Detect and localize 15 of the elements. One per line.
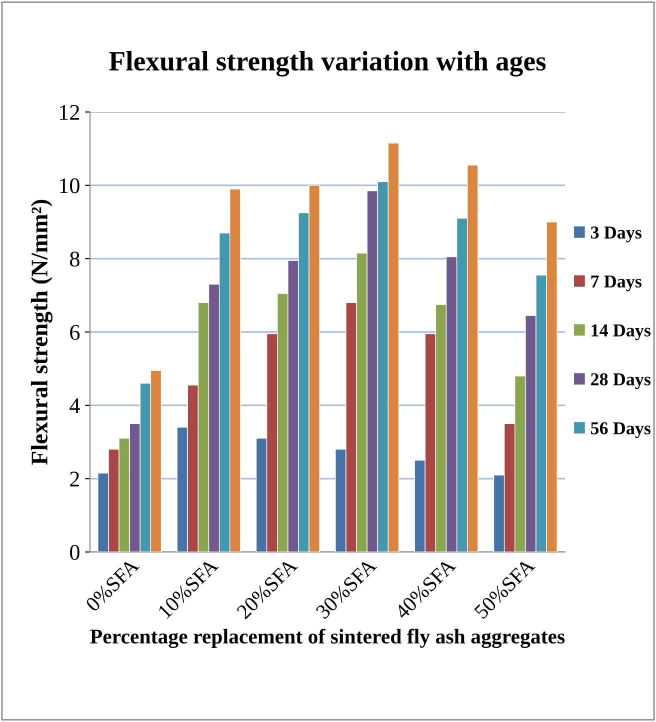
- legend-label: 14 Days: [592, 324, 651, 340]
- legend-label: 7 Days: [591, 276, 642, 292]
- chart-title: Flexural strength variation with ages: [109, 51, 546, 76]
- legend-label: 28 Days: [591, 373, 651, 390]
- y-tick-label: 12: [60, 104, 80, 120]
- x-axis-title: Percentage replacement of sintered fly ash aggregates: [90, 628, 565, 648]
- y-tick-label: 0: [70, 544, 80, 560]
- y-axis-title: Flexural strength (N/mm²): [30, 200, 52, 465]
- y-tick-label: 8: [70, 252, 80, 267]
- y-tick-label: 6: [70, 324, 80, 340]
- y-tick-label: 10: [60, 178, 80, 194]
- legend-label: 3 Days: [590, 226, 642, 242]
- y-tick-label: 2: [70, 472, 80, 486]
- y-tick-label: 4: [70, 398, 80, 414]
- legend-label: 56 Days: [591, 422, 651, 438]
